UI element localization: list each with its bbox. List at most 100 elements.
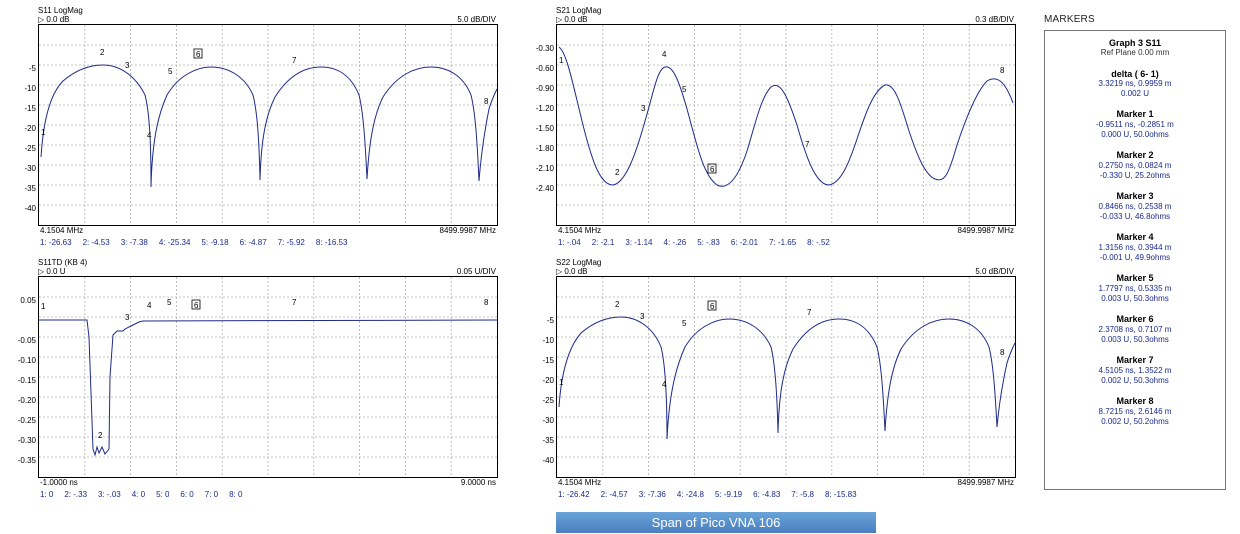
- marker-value: 1.3156 ns, 0.3944 m: [1098, 243, 1172, 252]
- readout: 2: -4.57: [600, 490, 628, 499]
- markers-panel-title: MARKERS: [1044, 14, 1095, 25]
- s22-trace: [558, 316, 1016, 440]
- marker-value: 0.002 U, 50.3ohms: [1101, 376, 1169, 385]
- trace-plot: 1 2 3 4 5 6 7 8: [557, 277, 1016, 477]
- marker-5-label: 5: [168, 67, 173, 76]
- marker-5-label: 5: [682, 319, 687, 328]
- readout: 8: -16.53: [315, 238, 348, 247]
- y-tick: -1.80: [535, 144, 554, 153]
- delta-value: 3.3219 ns, 0.9959 m: [1098, 79, 1172, 88]
- trace-plot: 1 2 3 4 5 6 7 8: [39, 277, 498, 477]
- y-tick: -0.25: [17, 416, 36, 425]
- readout: 1: -.04: [558, 238, 581, 247]
- readout: 3: -.03: [98, 490, 121, 499]
- readout: 7: -5.8: [791, 490, 814, 499]
- marker-3-label: 3: [640, 312, 645, 321]
- markers-graph-name: Graph 3 S11: [1108, 38, 1162, 48]
- marker-3-label: 3: [125, 313, 130, 322]
- graph-title: S11TD (KB 4): [38, 258, 88, 267]
- s11td-trace: [39, 319, 498, 457]
- marker-value: 4.5105 ns, 1.3522 m: [1098, 366, 1172, 375]
- graph-s11[interactable]: S11 LogMag ▷ 0.0 dB 5.0 dB/DIV 1 2 3 4 5…: [0, 0, 500, 250]
- readout: 7: -5.92: [277, 238, 305, 247]
- stop-frequency: 8499.9987 MHz: [957, 478, 1014, 487]
- plot-area[interactable]: 1 2 3 4 5 6 7 8: [38, 276, 498, 478]
- marker-7-label: 7: [292, 298, 297, 307]
- readout: 6: 0: [180, 490, 194, 499]
- delta-label: delta ( 6- 1): [1111, 69, 1159, 79]
- marker-value: 0.003 U, 50.3ohms: [1101, 335, 1169, 344]
- marker-readouts: 1: 0 2: -.33 3: -.03 4: 0 5: 0 6: 0 7: 0 8: 0: [40, 490, 253, 499]
- stop-frequency: 8499.9987 MHz: [439, 226, 496, 235]
- y-tick: -25: [542, 396, 554, 405]
- marker-entry[interactable]: Marker 1 -0.9511 ns, -0.2851 m 0.000 U, …: [1045, 109, 1225, 140]
- plot-area[interactable]: 1 2 3 4 5 6 7 8: [556, 276, 1016, 478]
- delta-value: 0.002 U: [1120, 89, 1150, 98]
- y-tick: -2.40: [535, 184, 554, 193]
- marker-value: 0.2750 ns, 0.0824 m: [1098, 161, 1172, 170]
- marker-8-label: 8: [1000, 348, 1005, 357]
- marker-4-label: 4: [147, 301, 152, 310]
- graph-s22[interactable]: S22 LogMag ▷ 0.0 dB 5.0 dB/DIV 1 2 3 4 5…: [518, 252, 1018, 508]
- y-tick: -0.30: [535, 44, 554, 53]
- marker-2-label: 2: [615, 300, 620, 309]
- trace-plot: 1 2 3 4 5 6 7 8: [39, 25, 498, 225]
- y-tick: -35: [24, 184, 36, 193]
- marker-name: Marker 5: [1116, 273, 1154, 283]
- readout: 1: -26.42: [558, 490, 590, 499]
- readout: 4: -24.8: [676, 490, 704, 499]
- marker-3-label: 3: [641, 104, 646, 113]
- stop-frequency: 8499.9987 MHz: [957, 226, 1014, 235]
- reference-level: ▷ 0.0 dB: [38, 15, 70, 24]
- y-tick: -15: [24, 104, 36, 113]
- readout: 2: -4.53: [82, 238, 110, 247]
- markers-panel[interactable]: Graph 3 S11 Ref Plane 0.00 mm delta ( 6-…: [1044, 30, 1226, 490]
- plot-area[interactable]: 1 2 3 4 5 6 7 8: [38, 24, 498, 226]
- marker-2-label: 2: [98, 431, 103, 440]
- marker-entry[interactable]: Marker 4 1.3156 ns, 0.3944 m -0.001 U, 4…: [1045, 232, 1225, 263]
- graph-s11td[interactable]: S11TD (KB 4) ▷ 0.0 U 0.05 U/DIV 1 2 3 4 …: [0, 252, 500, 508]
- marker-readouts: 1: -26.42 2: -4.57 3: -7.36 4: -24.8 5: -9.1…: [558, 490, 868, 499]
- marker-entry[interactable]: Marker 6 2.3708 ns, 0.7107 m 0.003 U, 50…: [1045, 314, 1225, 345]
- marker-readouts: 1: -26.63 2: -4.53 3: -7.38 4: -25.34 5: -9.…: [40, 238, 358, 247]
- marker-value: 0.8466 ns, 0.2538 m: [1098, 202, 1172, 211]
- marker-value: 0.002 U, 50.2ohms: [1101, 417, 1169, 426]
- readout: 6: -4.83: [753, 490, 781, 499]
- scale-per-div: 5.0 dB/DIV: [975, 267, 1014, 276]
- marker-name: Marker 2: [1116, 150, 1154, 160]
- marker-5-label: 5: [167, 298, 172, 307]
- y-tick: -5: [28, 64, 36, 73]
- marker-value: 0.003 U, 50.3ohms: [1101, 294, 1169, 303]
- readout: 1: 0: [40, 490, 54, 499]
- marker-name: Marker 4: [1116, 232, 1154, 242]
- y-tick: -0.15: [17, 376, 36, 385]
- graph-s21[interactable]: S21 LogMag ▷ 0.0 dB 0.3 dB/DIV 1 2 3 4 5…: [518, 0, 1018, 250]
- marker-entry[interactable]: Marker 3 0.8466 ns, 0.2538 m -0.033 U, 4…: [1045, 191, 1225, 222]
- marker-2-label: 2: [100, 48, 105, 57]
- marker-entry[interactable]: Marker 5 1.7797 ns, 0.5335 m 0.003 U, 50…: [1045, 273, 1225, 304]
- marker-readouts: 1: -.04 2: -2.1 3: -1.14 4: -.26 5: -.83 6: -…: [558, 238, 841, 247]
- y-tick: -0.60: [535, 64, 554, 73]
- marker-1-label: 1: [41, 128, 46, 137]
- marker-entry[interactable]: Marker 8 8.7215 ns, 2.6146 m 0.002 U, 50…: [1045, 396, 1225, 427]
- readout: 7: 0: [204, 490, 219, 499]
- reference-level: ▷ 0.0 U: [38, 267, 66, 276]
- y-tick: 0.05: [20, 296, 36, 305]
- y-tick: -0.35: [17, 456, 36, 465]
- reference-level: ▷ 0.0 dB: [556, 267, 588, 276]
- readout: 3: -7.38: [120, 238, 148, 247]
- plot-area[interactable]: 1 2 3 4 5 6 7 8: [556, 24, 1016, 226]
- readout: 6: -4.87: [239, 238, 267, 247]
- readout: 2: -.33: [64, 490, 88, 499]
- readout: 4: -25.34: [158, 238, 191, 247]
- trace-plot: 1 2 3 4 5 6 7 8: [557, 25, 1015, 225]
- start-time: -1.0000 ns: [40, 478, 78, 487]
- marker-4-label: 4: [147, 131, 152, 140]
- y-tick: -20: [24, 124, 36, 133]
- marker-value: 1.7797 ns, 0.5335 m: [1098, 284, 1172, 293]
- readout: 5: -9.18: [201, 238, 229, 247]
- y-tick: -35: [542, 436, 554, 445]
- marker-entry[interactable]: Marker 2 0.2750 ns, 0.0824 m -0.330 U, 2…: [1045, 150, 1225, 181]
- marker-8-label: 8: [484, 97, 489, 106]
- marker-entry[interactable]: Marker 7 4.5105 ns, 1.3522 m 0.002 U, 50…: [1045, 355, 1225, 386]
